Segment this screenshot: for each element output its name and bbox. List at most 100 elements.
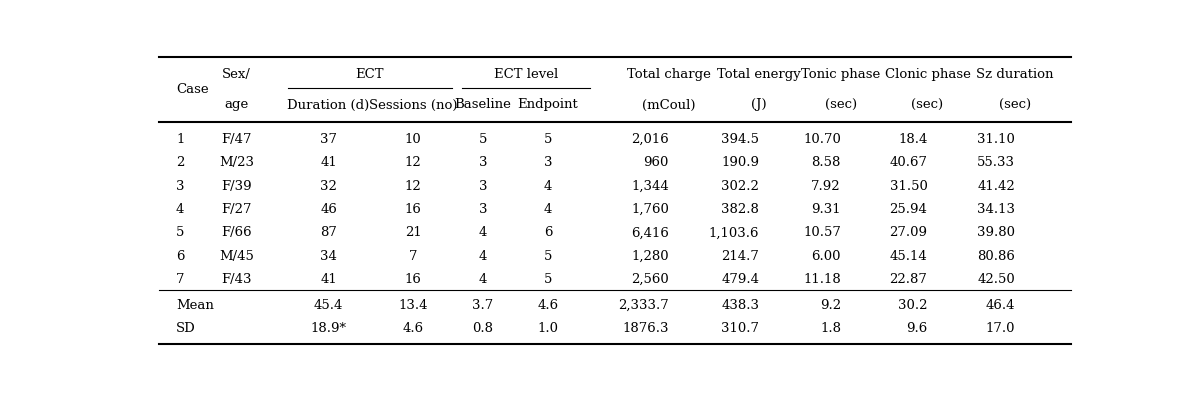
Text: 4: 4	[544, 203, 552, 216]
Text: 10: 10	[404, 133, 421, 146]
Text: 41: 41	[320, 273, 337, 286]
Text: F/27: F/27	[221, 203, 252, 216]
Text: 9.6: 9.6	[906, 322, 928, 335]
Text: (sec): (sec)	[912, 98, 943, 112]
Text: Case: Case	[176, 83, 209, 96]
Text: 5: 5	[544, 133, 552, 146]
Text: (sec): (sec)	[824, 98, 857, 112]
Text: 37: 37	[320, 133, 337, 146]
Text: M/23: M/23	[218, 156, 254, 169]
Text: 32: 32	[320, 180, 337, 193]
Text: 6: 6	[176, 250, 185, 263]
Text: 310.7: 310.7	[721, 322, 760, 335]
Text: 21: 21	[404, 226, 421, 239]
Text: Duration (d): Duration (d)	[288, 98, 370, 112]
Text: 4.6: 4.6	[538, 299, 559, 312]
Text: 6.00: 6.00	[811, 250, 841, 263]
Text: 1,344: 1,344	[631, 180, 668, 193]
Text: 4: 4	[176, 203, 185, 216]
Text: 1,280: 1,280	[631, 250, 668, 263]
Text: 4: 4	[479, 250, 487, 263]
Text: 18.9*: 18.9*	[311, 322, 347, 335]
Text: 1.8: 1.8	[820, 322, 841, 335]
Text: 8.58: 8.58	[811, 156, 841, 169]
Text: 7: 7	[176, 273, 185, 286]
Text: 34.13: 34.13	[977, 203, 1015, 216]
Text: 190.9: 190.9	[721, 156, 760, 169]
Text: 3: 3	[479, 180, 487, 193]
Text: SD: SD	[176, 322, 196, 335]
Text: 1.0: 1.0	[538, 322, 558, 335]
Text: 4.6: 4.6	[403, 322, 424, 335]
Text: Sz duration: Sz duration	[976, 68, 1054, 81]
Text: F/39: F/39	[221, 180, 252, 193]
Text: 41: 41	[320, 156, 337, 169]
Text: (J): (J)	[751, 98, 767, 112]
Text: 5: 5	[479, 133, 487, 146]
Text: 25.94: 25.94	[889, 203, 928, 216]
Text: 41.42: 41.42	[977, 180, 1015, 193]
Text: 214.7: 214.7	[721, 250, 760, 263]
Text: ECT: ECT	[355, 68, 384, 81]
Text: 10.57: 10.57	[803, 226, 841, 239]
Text: 39.80: 39.80	[977, 226, 1015, 239]
Text: 87: 87	[320, 226, 337, 239]
Text: (mCoul): (mCoul)	[642, 98, 696, 112]
Text: 6,416: 6,416	[631, 226, 668, 239]
Text: Tonic phase: Tonic phase	[802, 68, 881, 81]
Text: 4: 4	[544, 180, 552, 193]
Text: Total energy: Total energy	[718, 68, 802, 81]
Text: 9.31: 9.31	[811, 203, 841, 216]
Text: 2: 2	[176, 156, 185, 169]
Text: 1: 1	[176, 133, 185, 146]
Text: 30.2: 30.2	[898, 299, 928, 312]
Text: 479.4: 479.4	[721, 273, 760, 286]
Text: 5: 5	[176, 226, 185, 239]
Text: 9.2: 9.2	[820, 299, 841, 312]
Text: 1,103.6: 1,103.6	[709, 226, 760, 239]
Text: 6: 6	[544, 226, 552, 239]
Text: 2,016: 2,016	[631, 133, 668, 146]
Text: F/47: F/47	[221, 133, 252, 146]
Text: 5: 5	[544, 273, 552, 286]
Text: 55.33: 55.33	[977, 156, 1015, 169]
Text: 3.7: 3.7	[473, 299, 493, 312]
Text: Baseline: Baseline	[455, 98, 511, 112]
Text: 1,760: 1,760	[631, 203, 668, 216]
Text: 17.0: 17.0	[985, 322, 1015, 335]
Text: F/66: F/66	[221, 226, 252, 239]
Text: 10.70: 10.70	[803, 133, 841, 146]
Text: M/45: M/45	[220, 250, 254, 263]
Text: 3: 3	[479, 156, 487, 169]
Text: 4: 4	[479, 273, 487, 286]
Text: Sex/: Sex/	[222, 68, 251, 81]
Text: 302.2: 302.2	[721, 180, 760, 193]
Text: 438.3: 438.3	[721, 299, 760, 312]
Text: Sessions (no): Sessions (no)	[368, 98, 457, 112]
Text: 3: 3	[176, 180, 185, 193]
Text: 27.09: 27.09	[889, 226, 928, 239]
Text: 11.18: 11.18	[803, 273, 841, 286]
Text: Mean: Mean	[176, 299, 214, 312]
Text: 960: 960	[643, 156, 668, 169]
Text: 5: 5	[544, 250, 552, 263]
Text: 394.5: 394.5	[721, 133, 760, 146]
Text: 382.8: 382.8	[721, 203, 760, 216]
Text: ECT level: ECT level	[493, 68, 558, 81]
Text: 7: 7	[409, 250, 418, 263]
Text: 42.50: 42.50	[977, 273, 1015, 286]
Text: Clonic phase: Clonic phase	[884, 68, 971, 81]
Text: 4: 4	[479, 226, 487, 239]
Text: 0.8: 0.8	[473, 322, 493, 335]
Text: 34: 34	[320, 250, 337, 263]
Text: 45.4: 45.4	[314, 299, 343, 312]
Text: 46.4: 46.4	[985, 299, 1015, 312]
Text: Endpoint: Endpoint	[517, 98, 578, 112]
Text: 3: 3	[479, 203, 487, 216]
Text: 12: 12	[404, 180, 421, 193]
Text: 80.86: 80.86	[977, 250, 1015, 263]
Text: 7.92: 7.92	[811, 180, 841, 193]
Text: 31.10: 31.10	[977, 133, 1015, 146]
Text: (sec): (sec)	[998, 98, 1031, 112]
Text: 2,560: 2,560	[631, 273, 668, 286]
